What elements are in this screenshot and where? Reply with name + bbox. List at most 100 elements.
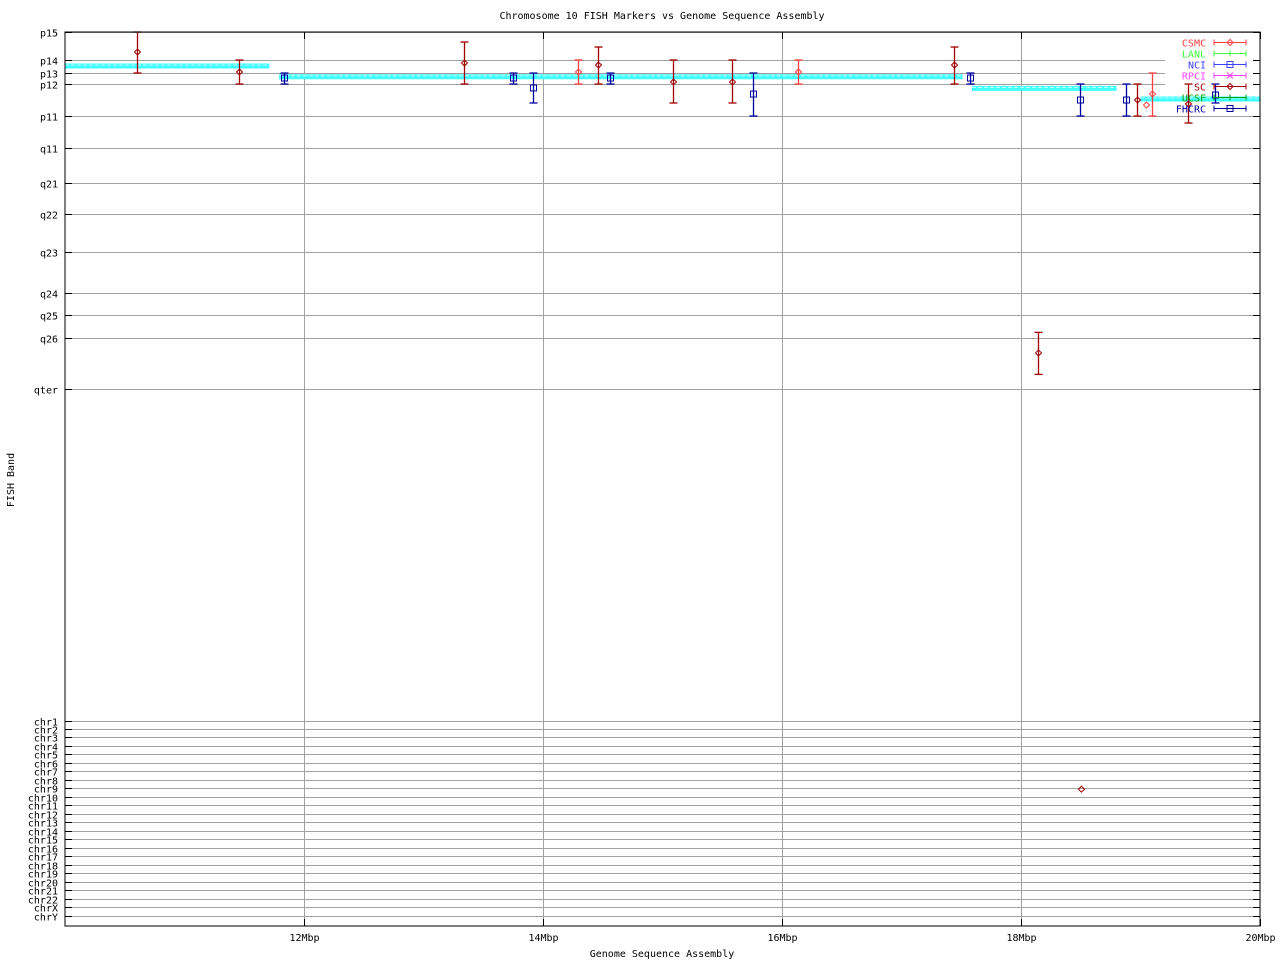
x-tick-label: 18Mbp <box>1006 933 1036 944</box>
x-tick-label: 14Mbp <box>528 933 558 944</box>
y-tick-label: chrY <box>34 913 58 924</box>
square-marker <box>967 74 974 82</box>
y-tick-label: chr7 <box>34 768 58 779</box>
legend-label: RPCI <box>1182 72 1206 83</box>
y-tick-label: p12 <box>40 81 58 92</box>
legend-label: FHCRC <box>1176 105 1206 116</box>
x-tick-label: 16Mbp <box>767 933 797 944</box>
legend-label: LANL <box>1182 50 1206 61</box>
data-point-csmc <box>574 59 583 85</box>
y-tick-label: chr11 <box>28 802 58 813</box>
diamond-marker <box>794 68 803 76</box>
diamond-marker <box>235 68 244 76</box>
y-tick-label: q26 <box>40 335 58 346</box>
y-tick-label: chr1 <box>34 718 58 729</box>
y-tick-label: q21 <box>40 180 58 191</box>
legend-entry-rpci: RPCI <box>1182 72 1247 83</box>
square-marker <box>510 74 517 82</box>
y-tick-label: p11 <box>40 113 58 124</box>
plot-border <box>64 31 1261 927</box>
legend-entry-lanl: LANL <box>1182 50 1247 61</box>
diamond-marker <box>133 48 142 56</box>
data-point-csmc <box>794 59 803 85</box>
data-point-fhcrc <box>509 72 518 85</box>
y-tick-label: chr10 <box>28 794 58 805</box>
y-tick-label: q24 <box>40 290 58 301</box>
data-point-sc <box>1133 83 1142 117</box>
data-point-fhcrc <box>606 72 615 85</box>
diamond-marker <box>1148 90 1157 98</box>
legend-entry-sc: SC <box>1194 82 1247 94</box>
y-tick-label: p14 <box>40 57 58 68</box>
legend-label: SC <box>1194 83 1206 94</box>
y-tick-label: chr14 <box>28 828 58 839</box>
y-tick-label: chr19 <box>28 870 58 881</box>
diamond-marker <box>728 78 737 86</box>
y-tick-label: p13 <box>40 70 58 81</box>
square-marker <box>1226 105 1234 112</box>
diamond-marker <box>950 61 959 69</box>
diamond-marker <box>1142 101 1151 109</box>
y-tick-label: q25 <box>40 312 58 323</box>
legend-label: NCI <box>1188 61 1206 72</box>
y-tick-label: chr18 <box>28 862 58 873</box>
y-tick-label: chr2 <box>34 726 58 737</box>
diamond-marker <box>1077 785 1086 793</box>
data-point-csmc <box>1148 72 1157 117</box>
y-tick-label: chr9 <box>34 785 58 796</box>
diamond-marker <box>1034 349 1043 357</box>
diamond-marker <box>1226 38 1234 47</box>
y-axis-label: FISH Band <box>6 453 17 507</box>
legend-entry-nci: NCI <box>1188 61 1247 72</box>
data-point-fhcrc <box>280 72 289 85</box>
y-tick-label: chr21 <box>28 887 58 898</box>
diamond-marker <box>594 61 603 69</box>
y-tick-label: chr3 <box>34 734 58 745</box>
square-marker <box>607 74 614 82</box>
y-tick-label: chr6 <box>34 760 58 771</box>
y-tick-label: chr13 <box>28 819 58 830</box>
data-point-sc <box>1184 83 1193 124</box>
legend-entry-fhcrc: FHCRC <box>1176 105 1247 116</box>
square-marker <box>1077 96 1084 104</box>
y-tick-label: chr4 <box>34 743 58 754</box>
data-points <box>133 31 1220 793</box>
y-tick-label: qter <box>34 386 58 397</box>
data-point-fhcrc <box>529 72 538 104</box>
y-tick-label: p15 <box>40 29 58 40</box>
y-tick-label: chr22 <box>28 896 58 907</box>
diamond-marker <box>1226 82 1234 91</box>
diamond-marker <box>574 68 583 76</box>
y-tick-label: chrX <box>34 904 58 915</box>
x-axis-label: Genome Sequence Assembly <box>590 949 735 960</box>
diamond-marker <box>1184 100 1193 108</box>
legend-entry-csmc: CSMC <box>1182 38 1247 50</box>
data-point-fhcrc <box>1122 83 1131 117</box>
chart-title: Chromosome 10 FISH Markers vs Genome Seq… <box>499 11 824 22</box>
y-tick-label: chr12 <box>28 811 58 822</box>
data-point-sc <box>669 59 678 104</box>
square-marker <box>1212 91 1219 99</box>
grid <box>65 32 1260 926</box>
y-tick-label: chr20 <box>28 879 58 890</box>
assembly-segments <box>65 63 1260 102</box>
data-point-sc <box>950 46 959 85</box>
legend-label: CSMC <box>1182 39 1206 50</box>
data-point-sc <box>1034 331 1043 376</box>
x-tick-label: 12Mbp <box>289 933 319 944</box>
y-tick-label: q22 <box>40 211 58 222</box>
square-marker <box>281 74 288 82</box>
diamond-marker <box>1133 96 1142 104</box>
data-point-sc <box>460 41 469 85</box>
data-point-fhcrc <box>966 72 975 85</box>
y-tick-label: chr5 <box>34 751 58 762</box>
data-point-fhcrc <box>1076 83 1085 117</box>
data-point-sc <box>1077 785 1086 793</box>
square-marker <box>1123 96 1130 104</box>
cross-marker <box>1226 72 1234 79</box>
x-tick-label: 20Mbp <box>1245 933 1275 944</box>
legend-entry-ucsf: UCSF <box>1182 94 1247 105</box>
